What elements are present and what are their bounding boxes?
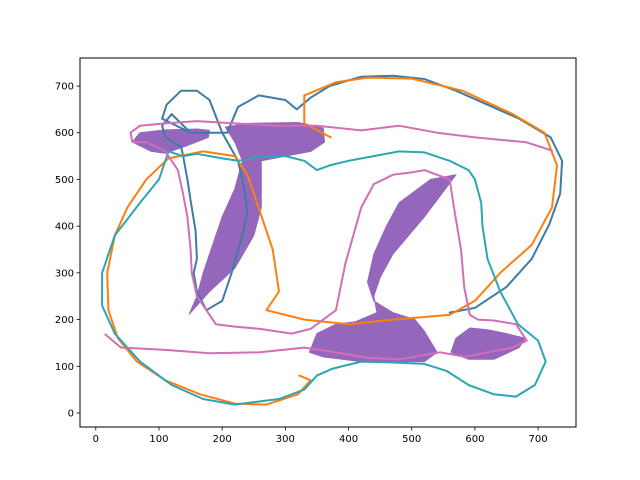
y-tick-label: 600: [55, 128, 74, 139]
x-tick-label: 700: [529, 434, 548, 445]
x-tick-label: 600: [465, 434, 484, 445]
y-tick-label: 500: [55, 175, 74, 186]
x-tick-label: 0: [93, 434, 99, 445]
y-tick-label: 300: [55, 268, 74, 279]
y-tick-label: 0: [68, 408, 74, 419]
x-tick-label: 400: [339, 434, 358, 445]
filled-region-5: [308, 174, 457, 363]
x-tick-label: 500: [402, 434, 421, 445]
y-tick-label: 400: [55, 222, 74, 233]
y-tick-label: 700: [55, 82, 74, 93]
series-line-3: [104, 120, 553, 361]
y-axis: 0 100 200 300 400 500 600 700: [55, 82, 80, 419]
y-tick-label: 100: [55, 362, 74, 373]
y-tick-label: 200: [55, 315, 74, 326]
line-layer: [101, 74, 564, 406]
x-tick-label: 300: [276, 434, 295, 445]
plot-frame: [79, 57, 577, 428]
x-axis: 0 100 200 300 400 500 600 700: [93, 427, 548, 445]
filled-region-6: [450, 327, 526, 360]
x-tick-label: 200: [213, 434, 232, 445]
series-line-2: [101, 150, 547, 406]
x-tick-label: 100: [149, 434, 168, 445]
